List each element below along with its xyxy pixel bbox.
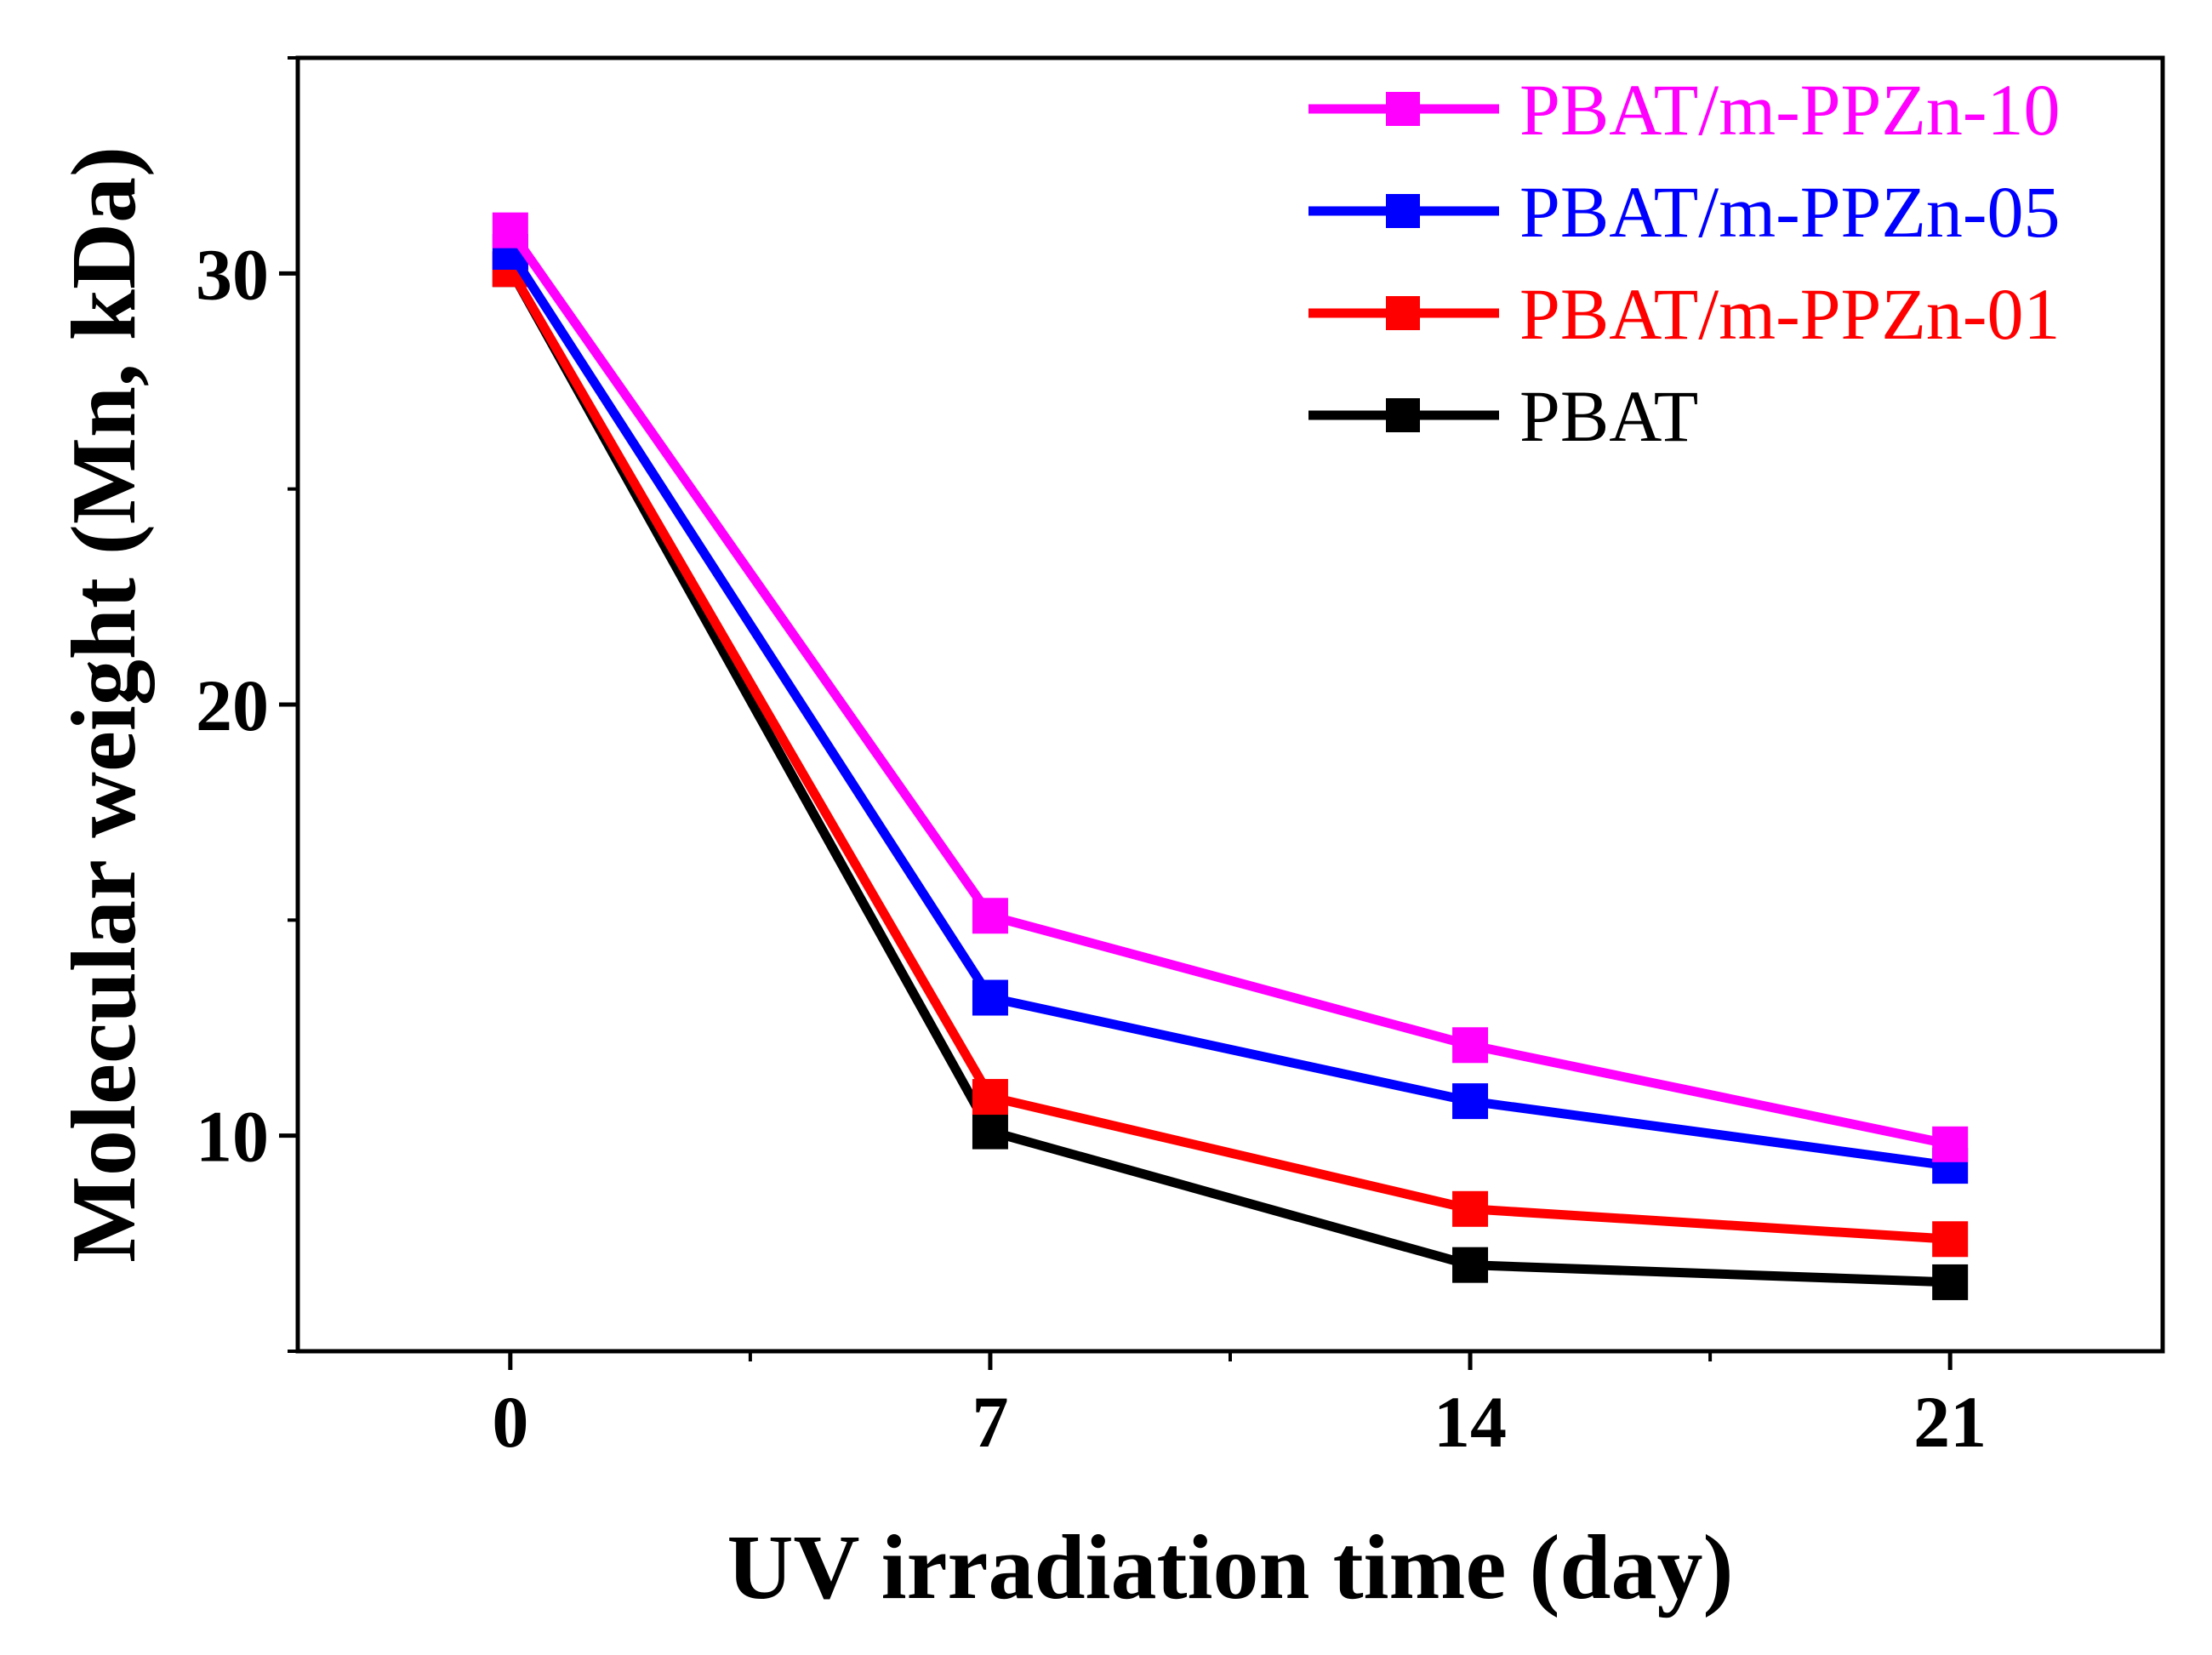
data-point	[1452, 1027, 1489, 1064]
data-point	[1452, 1190, 1489, 1227]
legend-marker	[1386, 398, 1420, 432]
x-tick-label: 21	[1913, 1381, 1987, 1463]
legend-label: PBAT	[1519, 375, 1698, 457]
legend: PBAT/m-PPZn-10 PBAT/m-PPZn-05 PBAT/m-PPZn-…	[1308, 69, 2061, 457]
data-point	[1932, 1221, 1969, 1258]
legend-label: PBAT/m-PPZn-10	[1519, 69, 2061, 151]
legend-entry: PBAT/m-PPZn-10	[1308, 69, 2061, 151]
series-line	[506, 266, 1951, 1287]
data-point	[492, 212, 528, 248]
ticks: 0 7 14 21 10 20 30	[196, 56, 1987, 1463]
series-line	[506, 266, 1951, 1244]
x-tick-label: 0	[492, 1381, 528, 1463]
y-axis-title: Molecular weight (Mn, kDa)	[54, 146, 155, 1263]
legend-entry: PBAT	[1308, 375, 1698, 457]
legend-marker	[1386, 296, 1420, 330]
data-point	[1452, 1083, 1489, 1120]
y-tick-label: 10	[196, 1096, 269, 1178]
y-tick-label: 20	[196, 665, 269, 746]
series-pbat-m-ppzn-05	[492, 234, 1969, 1184]
legend-label: PBAT/m-PPZn-05	[1519, 171, 2061, 253]
legend-marker	[1386, 92, 1420, 126]
series-layer	[492, 212, 1969, 1300]
x-axis-title: UV irradiation time (day)	[727, 1517, 1734, 1618]
legend-entry: PBAT/m-PPZn-01	[1308, 273, 2061, 355]
x-tick-label: 14	[1434, 1381, 1507, 1463]
legend-marker	[1386, 194, 1420, 228]
data-point	[972, 898, 1008, 934]
data-point	[1452, 1247, 1489, 1283]
series-pbat-m-ppzn-10	[492, 212, 1969, 1162]
data-point	[972, 979, 1008, 1016]
series-line	[506, 249, 1951, 1171]
data-point	[972, 1079, 1008, 1116]
data-point	[1932, 1126, 1969, 1162]
series-line	[506, 227, 1952, 1150]
x-tick-label: 7	[972, 1381, 1008, 1463]
data-point	[972, 1113, 1008, 1150]
y-tick-label: 30	[196, 233, 269, 315]
legend-entry: PBAT/m-PPZn-05	[1308, 171, 2061, 253]
legend-label: PBAT/m-PPZn-01	[1519, 273, 2061, 355]
data-point	[1932, 1264, 1969, 1300]
